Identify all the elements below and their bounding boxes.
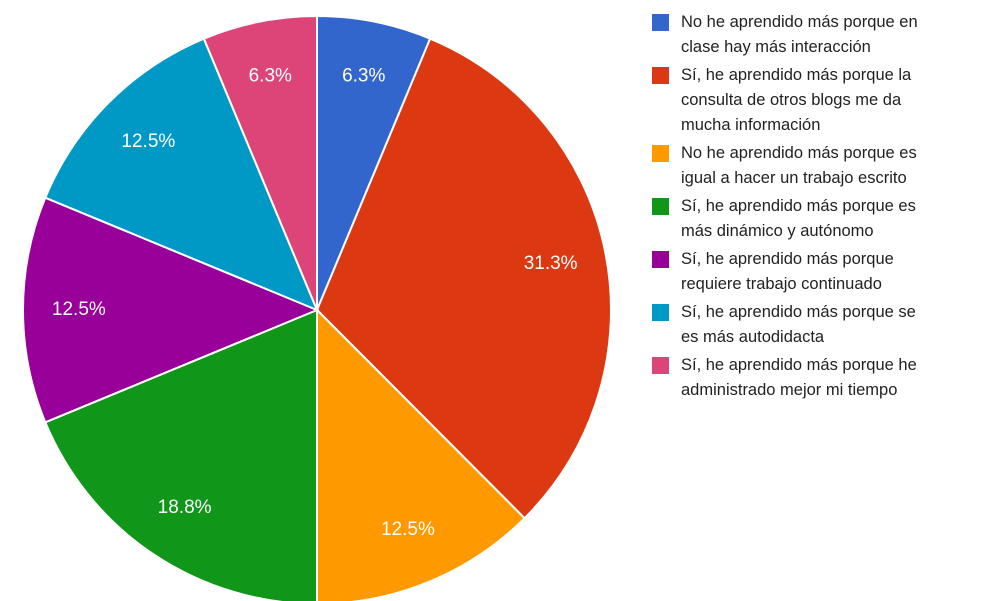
pie-slice-7 bbox=[202, 14, 318, 311]
pie-slice-labels: 6.3% 31.3% 12.5% 18.8% 12.5% 12.5% 6.3% bbox=[52, 66, 578, 541]
slice-label-6: 12.5% bbox=[121, 131, 175, 152]
slice-label-1: 6.3% bbox=[342, 66, 385, 87]
legend-item-5: Sí, he aprendido más porque requiere tra… bbox=[652, 247, 977, 297]
legend-item-3: No he aprendido más porque es igual a ha… bbox=[652, 141, 977, 191]
pie-slice-2 bbox=[315, 37, 612, 520]
legend-swatch bbox=[652, 67, 669, 84]
pie-slice-3 bbox=[316, 307, 526, 601]
pie-slice-6 bbox=[43, 37, 319, 312]
legend-swatch bbox=[652, 304, 669, 321]
legend-label: Sí, he aprendido más porque he administr… bbox=[681, 356, 917, 399]
chart-legend: No he aprendido más porque en clase hay … bbox=[652, 10, 977, 406]
legend-swatch bbox=[652, 145, 669, 162]
legend-swatch bbox=[652, 357, 669, 374]
slice-label-2: 31.3% bbox=[524, 253, 578, 274]
legend-label: Sí, he aprendido más porque la consulta … bbox=[681, 66, 912, 134]
legend-label: Sí, he aprendido más porque requiere tra… bbox=[681, 250, 894, 293]
slice-label-3: 12.5% bbox=[381, 519, 435, 540]
legend-item-7: Sí, he aprendido más porque he administr… bbox=[652, 353, 977, 403]
legend-swatch bbox=[652, 251, 669, 268]
pie-slices bbox=[22, 14, 612, 601]
legend-item-6: Sí, he aprendido más porque se es más au… bbox=[652, 300, 977, 350]
legend-label: No he aprendido más porque en clase hay … bbox=[681, 13, 918, 56]
legend-label: Sí, he aprendido más porque se es más au… bbox=[681, 303, 916, 346]
legend-item-4: Sí, he aprendido más porque es más dinám… bbox=[652, 194, 977, 244]
slice-label-4: 18.8% bbox=[158, 497, 212, 518]
slice-label-5: 12.5% bbox=[52, 299, 106, 320]
legend-swatch bbox=[652, 14, 669, 31]
pie-slice-1 bbox=[316, 14, 432, 311]
legend-label: Sí, he aprendido más porque es más dinám… bbox=[681, 197, 916, 240]
pie-slice-5 bbox=[22, 196, 320, 424]
legend-label: No he aprendido más porque es igual a ha… bbox=[681, 144, 917, 187]
pie-slice-4 bbox=[43, 308, 318, 601]
legend-item-1: No he aprendido más porque en clase hay … bbox=[652, 10, 977, 60]
slice-label-7: 6.3% bbox=[249, 66, 292, 87]
legend-item-2: Sí, he aprendido más porque la consulta … bbox=[652, 63, 977, 138]
legend-swatch bbox=[652, 198, 669, 215]
